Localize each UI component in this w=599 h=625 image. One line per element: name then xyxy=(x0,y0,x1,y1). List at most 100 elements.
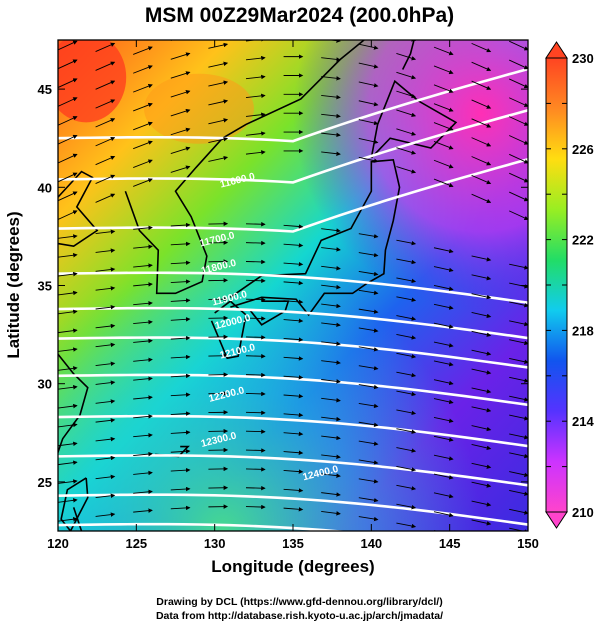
wind-arrow xyxy=(396,390,417,397)
wind-arrow xyxy=(170,411,191,416)
wind-arrow xyxy=(95,304,116,310)
wind-arrow xyxy=(509,153,528,164)
wind-arrow xyxy=(321,151,341,156)
credit-drawing: Drawing by DCL (https://www.gfd-dennou.o… xyxy=(156,596,443,608)
wind-arrow xyxy=(58,116,78,126)
coastline-1 xyxy=(124,137,224,295)
wind-arrow xyxy=(321,57,341,62)
wind-arrow xyxy=(95,361,116,367)
wind-arrow xyxy=(170,467,191,473)
wind-arrow xyxy=(433,103,454,112)
wind-arrow xyxy=(170,505,191,511)
wind-arrow xyxy=(133,9,152,16)
wind-arrow xyxy=(509,395,528,402)
wind-arrow xyxy=(133,244,153,249)
wind-arrow xyxy=(245,112,266,117)
wind-arrow xyxy=(396,503,417,510)
wind-arrow xyxy=(245,74,266,80)
wind-arrow xyxy=(246,1,265,3)
wind-arrow xyxy=(283,431,304,437)
wind-arrow xyxy=(283,469,304,474)
wind-arrow xyxy=(396,334,417,340)
chart-title: MSM 00Z29Mar2024 (200.0hPa) xyxy=(144,4,455,27)
wind-arrow xyxy=(245,221,266,227)
coastline-0 xyxy=(58,170,99,248)
wind-arrow xyxy=(396,258,417,265)
wind-arrow xyxy=(321,113,341,119)
wind-arrow xyxy=(208,118,229,125)
wind-arrow xyxy=(95,436,116,442)
wind-arrow xyxy=(171,0,190,3)
wind-arrow xyxy=(133,489,153,495)
wind-arrow xyxy=(509,191,528,202)
wind-arrow xyxy=(433,285,454,291)
wind-arrow xyxy=(321,435,341,441)
wind-arrow xyxy=(95,42,116,52)
colorbar-min-arrow xyxy=(545,511,568,529)
wind-arrow xyxy=(133,225,153,231)
wind-arrow xyxy=(283,488,304,493)
wind-arrow xyxy=(396,52,417,61)
wind-arrow xyxy=(509,320,528,327)
wind-arrow xyxy=(509,59,528,70)
wind-arrow xyxy=(358,233,379,239)
wind-arrow xyxy=(133,508,153,513)
wind-arrow xyxy=(433,46,454,56)
wind-arrow xyxy=(471,462,492,469)
wind-arrow xyxy=(58,153,78,164)
wind-arrow xyxy=(170,392,191,397)
wind-arrow xyxy=(245,240,266,246)
wind-arrow xyxy=(321,416,341,422)
wind-arrow xyxy=(358,516,379,522)
wind-arrow xyxy=(321,76,341,81)
wind-arrow xyxy=(133,301,153,306)
wind-arrow xyxy=(170,52,191,60)
wind-arrow xyxy=(58,441,78,447)
wind-arrow xyxy=(245,410,266,416)
wind-arrow xyxy=(471,137,492,147)
wind-arrow xyxy=(433,492,454,499)
wind-arrow xyxy=(509,172,528,183)
wind-arrow xyxy=(95,323,116,329)
wind-arrow xyxy=(396,409,417,416)
wind-arrow xyxy=(58,309,78,315)
wind-arrow xyxy=(321,1,340,3)
colorbar: 230 226 222 218 214 210 xyxy=(545,41,594,529)
wind-arrow xyxy=(133,357,153,363)
wind-arrow xyxy=(208,99,229,106)
colorbar-tick-label: 226 xyxy=(572,142,594,157)
wind-arrow xyxy=(95,248,116,253)
axes: 120 125 130 135 140 145 150 25 30 35 40 45 xyxy=(38,40,539,551)
wind-arrow xyxy=(245,485,266,491)
wind-arrow xyxy=(283,280,304,286)
coastline-7 xyxy=(401,40,415,70)
wind-arrow xyxy=(396,371,417,378)
wind-arrow xyxy=(509,376,528,383)
wind-arrow xyxy=(471,174,492,185)
coastline-3 xyxy=(210,300,247,360)
wind-arrow xyxy=(95,99,116,109)
wind-arrow xyxy=(283,356,304,361)
wind-arrow xyxy=(58,191,78,202)
wind-arrow xyxy=(95,380,116,385)
wind-arrow xyxy=(509,471,528,478)
wind-arrow xyxy=(133,319,153,325)
wind-arrow xyxy=(133,178,153,187)
wind-arrow xyxy=(433,159,454,169)
wind-arrow xyxy=(321,492,341,497)
wind-arrow xyxy=(433,322,454,329)
wind-arrow xyxy=(471,330,492,337)
wind-arrow xyxy=(170,335,191,341)
wind-arrow xyxy=(471,519,492,526)
x-tick-label: 135 xyxy=(282,536,304,551)
wind-arrow xyxy=(509,339,528,346)
coastline-9 xyxy=(58,353,89,455)
wind-arrow xyxy=(471,61,492,72)
wind-arrow xyxy=(433,360,454,367)
wind-arrow xyxy=(471,193,492,204)
height-contour-11700 xyxy=(58,158,528,233)
coastline-5 xyxy=(229,158,401,317)
wind-arrow xyxy=(283,224,304,229)
wind-arrow xyxy=(358,81,379,88)
